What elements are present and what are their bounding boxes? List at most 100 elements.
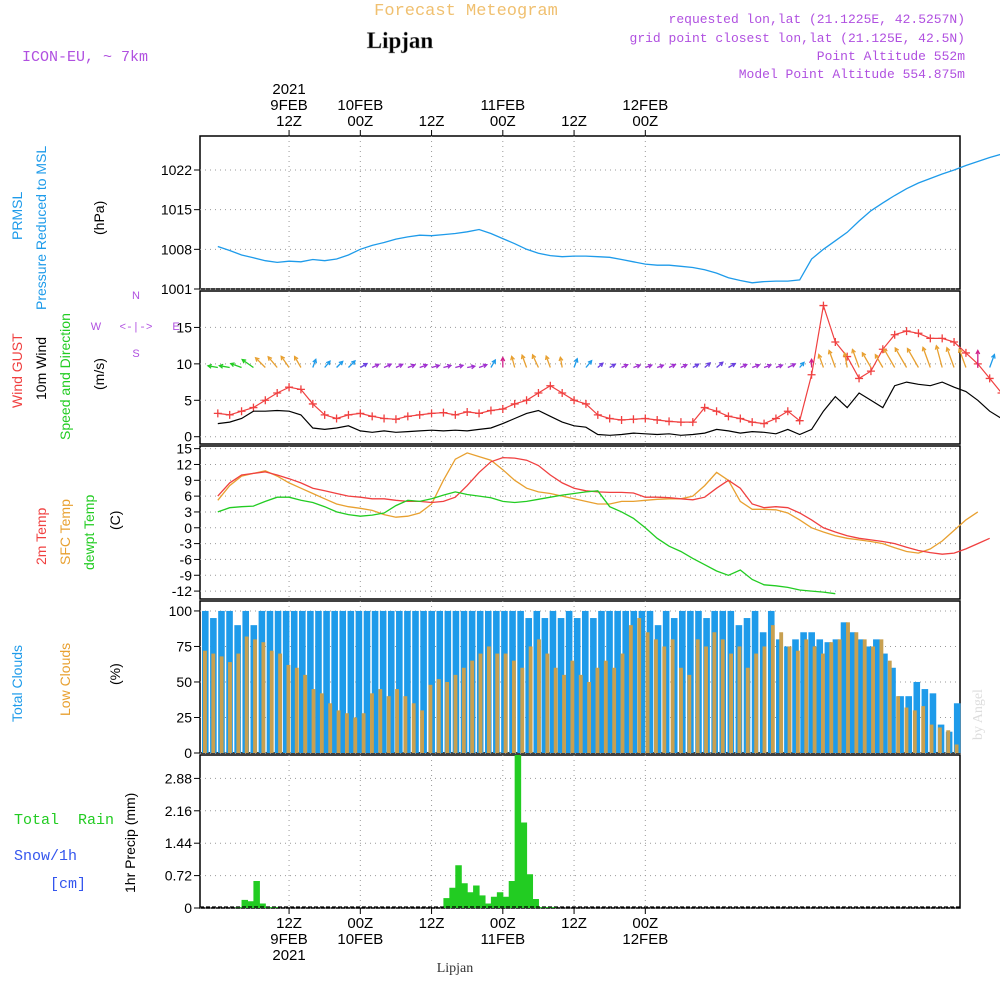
y-tick-label: 15 (176, 319, 192, 335)
low-cloud-bar (762, 646, 767, 753)
low-cloud-bar (361, 713, 366, 753)
low-cloud-bar (512, 660, 516, 753)
y-tick-label: 25 (176, 709, 192, 725)
wind-direction-arrow (267, 355, 278, 368)
total-cloud-bar (784, 646, 791, 753)
bottom-time-label: 12Z (561, 915, 587, 932)
precip-bar (526, 874, 534, 908)
chart-title: Forecast Meteogram (374, 2, 558, 21)
wind-gust-marker (605, 414, 614, 423)
precip-bar (479, 895, 486, 908)
arrow-head (659, 363, 665, 369)
arrow-head (817, 353, 823, 359)
arrow-head (544, 354, 550, 361)
wind-direction-arrow (775, 363, 784, 369)
arrow-shaft (935, 345, 943, 368)
compass-west: W (91, 321, 102, 333)
total-cloud-bar (630, 610, 638, 753)
low-cloud-bar (670, 639, 675, 753)
y-tick-label: 10 (176, 356, 192, 372)
dewpt-temp-line (217, 490, 836, 595)
precip-bar (247, 901, 254, 908)
grid-point-coordinates: grid point closest lon,lat (21.125E, 42.… (630, 31, 965, 46)
total-cloud-bar (331, 610, 338, 753)
arrow-head (531, 353, 537, 359)
arrow-head (351, 359, 356, 365)
precip-bar (532, 899, 539, 908)
prmsl-label: PRMSL (9, 192, 25, 240)
low-cloud-bar (645, 632, 650, 753)
precip-snow-unit: [cm] (50, 876, 86, 893)
wind-gust-marker (558, 389, 567, 397)
low-cloud-bar (445, 681, 450, 753)
wind-gust-marker (641, 414, 650, 423)
precip-rain-label: Rain (78, 812, 114, 829)
wind-gust-marker (534, 389, 543, 397)
wind-direction-arrow (817, 353, 825, 368)
arrow-shaft (280, 355, 290, 368)
low-cloud-bar (929, 724, 934, 753)
low-cloud-bar (219, 656, 224, 753)
total-cloud-bar (573, 618, 581, 753)
low-cloud-bar (453, 674, 458, 753)
low-cloud-bar (737, 646, 742, 753)
wind-gust-marker (486, 406, 495, 415)
arrow-shaft (861, 352, 872, 368)
arrow-head (312, 358, 318, 364)
arrow-head (671, 363, 677, 369)
low-cloud-bar (478, 653, 483, 753)
wind-gust-marker (997, 392, 1000, 394)
wind-direction-arrow (763, 363, 773, 369)
total-cloud-bar (598, 610, 605, 753)
bottom-time-label: 00Z (632, 915, 658, 932)
low-cloud-bar (470, 660, 475, 753)
wind-gust-marker (617, 415, 626, 424)
low-cloud-bar (837, 639, 842, 753)
wind-gust-marker (308, 399, 317, 408)
low-cloud-bar (503, 653, 508, 753)
arrow-head (482, 363, 489, 369)
y-tick-label: 0 (184, 900, 192, 916)
wind-gust-marker (665, 417, 674, 426)
chart-marks: 1001100810151022051015-12-9-6-3036912150… (161, 81, 1000, 964)
wind-gust-marker (950, 338, 959, 346)
low-cloud-bar (244, 636, 249, 753)
temp-2m-label: 2m Temp (33, 507, 49, 565)
wind-gust-marker (676, 418, 685, 427)
total-cloud-bar (371, 610, 379, 753)
arrow-head (510, 355, 515, 361)
wind-direction-arrow (934, 344, 943, 368)
arrow-head (293, 355, 299, 361)
arrow-head (906, 347, 912, 353)
wind-gust-marker (213, 409, 222, 418)
arrow-head (842, 351, 848, 357)
total-cloud-bar (565, 610, 573, 753)
precip-bar (484, 903, 492, 908)
arrow-head (706, 362, 712, 367)
low-cloud-bar (912, 710, 917, 753)
arrow-head (410, 363, 417, 369)
wind-gust-label: Wind GUST (9, 333, 25, 408)
total-cloud-bar (339, 610, 347, 753)
wind-direction-arrow (206, 363, 218, 369)
low-cloud-bar (754, 653, 759, 753)
wind-direction-arrow (478, 363, 489, 369)
bottom-time-label: 11FEB (480, 931, 525, 948)
compass-arrows: <-|-> (119, 322, 152, 334)
wind-gust-marker (570, 396, 579, 405)
low-cloud-bar (612, 667, 617, 753)
arrow-shaft (573, 358, 578, 368)
wind-gust-marker (938, 334, 947, 343)
wind-direction-arrow (359, 362, 369, 369)
wind-gust-marker (320, 410, 329, 419)
total-cloud-bar (905, 696, 912, 753)
precip-total-label: Total (14, 812, 59, 829)
arrow-head (799, 361, 805, 367)
panel-frame (199, 445, 961, 600)
low-cloud-bar (795, 650, 800, 753)
wind-direction-arrow (324, 360, 331, 368)
arrow-head (254, 356, 260, 362)
wind-gust-marker (546, 381, 555, 390)
y-tick-label: 50 (176, 674, 192, 690)
bottom-time-label: 00Z (490, 915, 516, 932)
